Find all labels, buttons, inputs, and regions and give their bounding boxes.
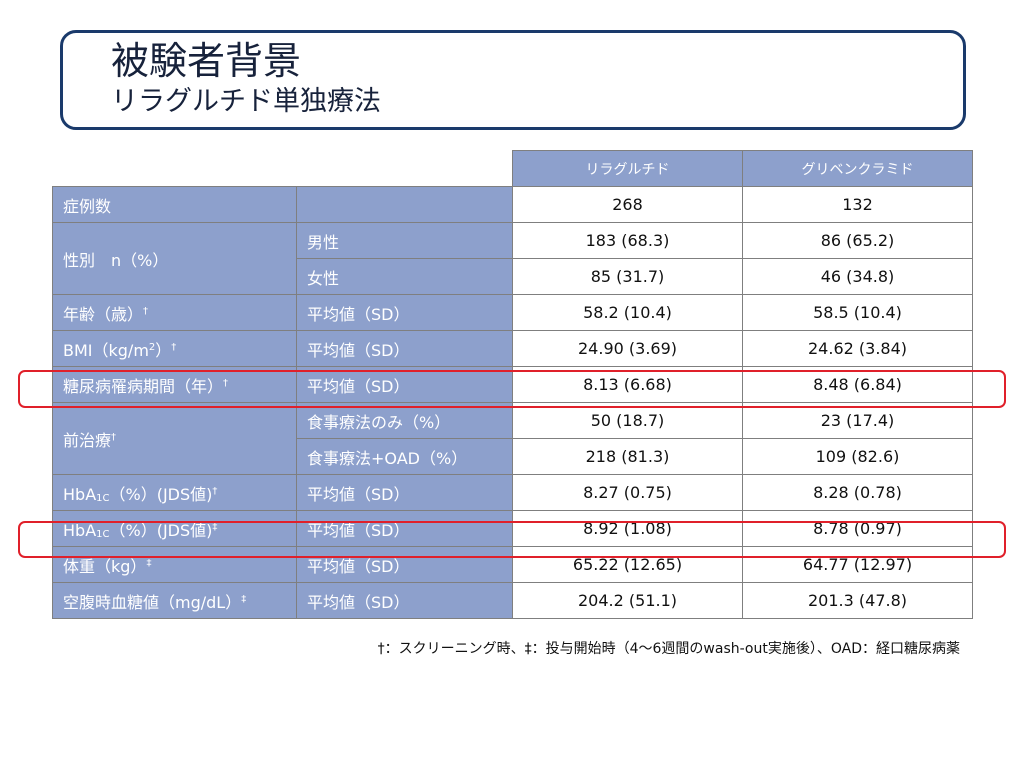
row-sublabel-female: 女性	[296, 258, 513, 295]
cell-cases-glibenclamide: 132	[742, 186, 973, 223]
dagger-mark: †	[111, 431, 117, 443]
page-subtitle: リラグルチド単独療法	[111, 86, 381, 117]
row-label-prior-treatment: 前治療†	[52, 402, 297, 475]
table-row: 糖尿病罹病期間（年）† 平均値（SD） 8.13 (6.68) 8.48 (6.…	[52, 366, 973, 403]
double-dagger-mark: ‡	[146, 557, 152, 569]
table-row: 性別 n（%） 男性 183 (68.3) 86 (65.2)	[52, 222, 973, 295]
cell-age-glibenclamide: 58.5 (10.4)	[742, 294, 973, 331]
row-label-sex: 性別 n（%）	[52, 222, 297, 295]
row-sublabel-cases	[296, 186, 513, 223]
row-label-fpg: 空腹時血糖値（mg/dL）‡	[52, 582, 297, 619]
table-row: 女性 85 (31.7) 46 (34.8)	[53, 258, 973, 295]
row-sublabel-diet: 食事療法のみ（%）	[296, 402, 513, 439]
table-row: BMI（kg/m2）† 平均値（SD） 24.90 (3.69) 24.62 (…	[52, 330, 973, 367]
cell-bmi-liraglutide: 24.90 (3.69)	[512, 330, 743, 367]
row-sublabel-hba1c-screening: 平均値（SD）	[296, 474, 513, 511]
cell-male-liraglutide: 183 (68.3)	[512, 222, 743, 259]
cell-fpg-liraglutide: 204.2 (51.1)	[512, 582, 743, 619]
page-title: 被験者背景	[111, 39, 302, 83]
cell-male-glibenclamide: 86 (65.2)	[742, 222, 973, 259]
cell-diet-glibenclamide: 23 (17.4)	[742, 402, 973, 439]
cell-female-glibenclamide: 46 (34.8)	[742, 258, 973, 295]
dagger-mark: †	[143, 305, 149, 317]
background-table: リラグルチド グリベンクラミド 症例数 268 132 性別 n（%） 男性 1…	[52, 150, 973, 619]
row-sublabel-weight: 平均値（SD）	[296, 546, 513, 583]
row-label-duration: 糖尿病罹病期間（年）†	[52, 366, 297, 403]
cell-oad-liraglutide: 218 (81.3)	[512, 438, 743, 475]
cell-oad-glibenclamide: 109 (82.6)	[742, 438, 973, 475]
row-label-hba1c-start: HbA1C（%）(JDS値)‡	[52, 510, 297, 547]
row-label-weight: 体重（kg）‡	[52, 546, 297, 583]
cell-fpg-glibenclamide: 201.3 (47.8)	[742, 582, 973, 619]
row-label-bmi: BMI（kg/m2）†	[52, 330, 297, 367]
row-sublabel-duration: 平均値（SD）	[296, 366, 513, 403]
table-row: HbA1C（%）(JDS値)† 平均値（SD） 8.27 (0.75) 8.28…	[52, 474, 973, 511]
cell-weight-glibenclamide: 64.77 (12.97)	[742, 546, 973, 583]
double-dagger-mark: ‡	[241, 593, 247, 605]
cell-hba1c-start-glibenclamide: 8.78 (0.97)	[742, 510, 973, 547]
row-sublabel-age: 平均値（SD）	[296, 294, 513, 331]
table-row: 空腹時血糖値（mg/dL）‡ 平均値（SD） 204.2 (51.1) 201.…	[52, 582, 973, 619]
dagger-mark: †	[212, 485, 218, 497]
row-sublabel-oad: 食事療法+OAD（%）	[296, 438, 513, 475]
cell-bmi-glibenclamide: 24.62 (3.84)	[742, 330, 973, 367]
row-sublabel-bmi: 平均値（SD）	[296, 330, 513, 367]
dagger-mark: †	[223, 377, 229, 389]
blank-cell	[53, 151, 297, 187]
row-label-hba1c-screening: HbA1C（%）(JDS値)†	[52, 474, 297, 511]
column-header-liraglutide: リラグルチド	[512, 150, 743, 187]
table-row: 体重（kg）‡ 平均値（SD） 65.22 (12.65) 64.77 (12.…	[52, 546, 973, 583]
cell-duration-glibenclamide: 8.48 (6.84)	[742, 366, 973, 403]
footnote: †：スクリーニング時、‡：投与開始時（4〜6週間のwash-out実施後）、OA…	[377, 641, 960, 657]
title-box: 被験者背景 リラグルチド単独療法	[60, 30, 966, 130]
cell-weight-liraglutide: 65.22 (12.65)	[512, 546, 743, 583]
dagger-mark: †	[171, 341, 177, 353]
cell-hba1c-screening-liraglutide: 8.27 (0.75)	[512, 474, 743, 511]
row-label-age: 年齢（歳）†	[52, 294, 297, 331]
table-header-row: リラグルチド グリベンクラミド	[53, 150, 973, 187]
table-row: HbA1C（%）(JDS値)‡ 平均値（SD） 8.92 (1.08) 8.78…	[52, 510, 973, 547]
row-sublabel-hba1c-start: 平均値（SD）	[296, 510, 513, 547]
cell-age-liraglutide: 58.2 (10.4)	[512, 294, 743, 331]
cell-hba1c-screening-glibenclamide: 8.28 (0.78)	[742, 474, 973, 511]
table-row: 症例数 268 132	[52, 186, 973, 223]
table-row: 前治療† 食事療法のみ（%） 50 (18.7) 23 (17.4)	[52, 402, 973, 475]
row-sublabel-fpg: 平均値（SD）	[296, 582, 513, 619]
blank-cell	[297, 151, 513, 187]
cell-duration-liraglutide: 8.13 (6.68)	[512, 366, 743, 403]
table-row: 食事療法+OAD（%） 218 (81.3) 109 (82.6)	[53, 438, 973, 475]
cell-diet-liraglutide: 50 (18.7)	[512, 402, 743, 439]
cell-female-liraglutide: 85 (31.7)	[512, 258, 743, 295]
row-label-cases: 症例数	[52, 186, 297, 223]
double-dagger-mark: ‡	[212, 521, 218, 533]
table-row: 年齢（歳）† 平均値（SD） 58.2 (10.4) 58.5 (10.4)	[52, 294, 973, 331]
row-sublabel-male: 男性	[296, 222, 513, 259]
cell-hba1c-start-liraglutide: 8.92 (1.08)	[512, 510, 743, 547]
cell-cases-liraglutide: 268	[512, 186, 743, 223]
column-header-glibenclamide: グリベンクラミド	[742, 150, 973, 187]
